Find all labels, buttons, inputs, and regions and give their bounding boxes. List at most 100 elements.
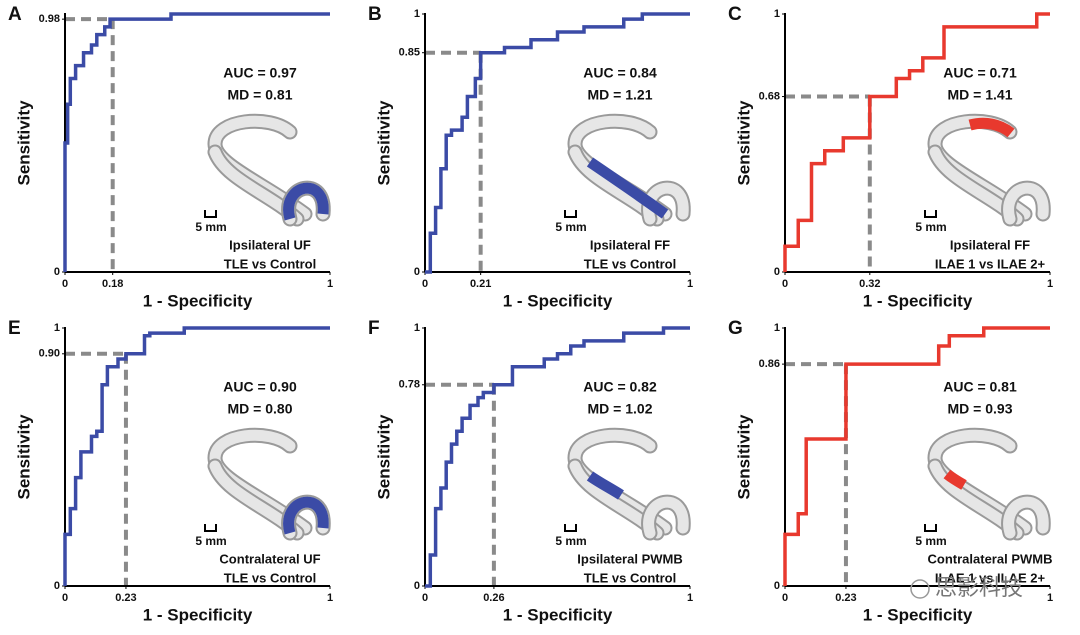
- x-axis-label: 1 - Specificity: [863, 291, 973, 310]
- scale-bar: [564, 524, 577, 532]
- y-tick-label: 1: [774, 8, 780, 20]
- annotation: AUC = 0.81: [943, 379, 1017, 395]
- tract-illustration: [204, 113, 331, 227]
- annotation: AUC = 0.97: [223, 65, 297, 81]
- tract-highlight: [283, 182, 329, 221]
- x-tick-label: 1: [1047, 278, 1053, 290]
- caption: TLE vs Control: [584, 570, 676, 585]
- annotation: MD = 1.21: [588, 87, 653, 103]
- caption: Ipsilateral FF: [950, 237, 1030, 252]
- scale-bar: [204, 524, 217, 532]
- y-axis-label: Sensitivity: [374, 100, 393, 186]
- panel-label: A: [8, 4, 22, 25]
- roc-curve: [425, 12, 690, 274]
- x-tick-label: 1: [1047, 592, 1053, 604]
- x-tick-label: 0: [62, 592, 68, 604]
- x-tick-label: 0: [62, 278, 68, 290]
- tract-body: [1003, 182, 1049, 225]
- x-tick-label: 1: [327, 592, 333, 604]
- y-tick-label: 0: [774, 266, 780, 278]
- panel-label: E: [8, 318, 21, 339]
- y-axis-label: Sensitivity: [734, 100, 753, 186]
- annotation: MD = 1.41: [948, 87, 1013, 103]
- y-tick-label: 0.86: [759, 358, 780, 370]
- y-tick-label: 1: [774, 322, 780, 334]
- caption: ILAE 1 vs ILAE 2+: [935, 256, 1046, 271]
- x-tick-label: 0.23: [835, 592, 856, 604]
- x-axis-label: 1 - Specificity: [143, 605, 253, 624]
- caption: Contralateral PWMB: [928, 551, 1053, 566]
- annotation: AUC = 0.90: [223, 379, 297, 395]
- x-tick-label: 1: [687, 278, 693, 290]
- watermark-icon: [910, 579, 930, 599]
- annotation: MD = 1.02: [588, 401, 653, 417]
- y-tick-label: 0: [54, 266, 60, 278]
- y-tick-label: 1: [414, 322, 420, 334]
- y-tick-label: 0.90: [39, 348, 60, 360]
- scale-bar: [924, 210, 937, 218]
- scale-bar-label: 5 mm: [555, 220, 586, 234]
- y-tick-label: 0: [414, 580, 420, 592]
- y-tick-label: 0: [414, 266, 420, 278]
- tract-highlight: [586, 157, 669, 219]
- y-tick-label: 0.98: [39, 13, 60, 25]
- x-tick-label: 0.26: [483, 592, 504, 604]
- y-tick-label: 1: [54, 322, 60, 334]
- caption: TLE vs Control: [584, 256, 676, 271]
- x-tick-label: 0: [782, 278, 788, 290]
- y-tick-label: 0.78: [399, 379, 420, 391]
- roc-curve: [783, 12, 1050, 272]
- x-tick-label: 0: [422, 592, 428, 604]
- x-tick-label: 0: [782, 592, 788, 604]
- x-tick-label: 1: [687, 592, 693, 604]
- scale-bar: [564, 210, 577, 218]
- annotation: AUC = 0.82: [583, 379, 657, 395]
- x-tick-label: 0.21: [470, 278, 491, 290]
- annotation: MD = 0.81: [228, 87, 293, 103]
- x-axis-label: 1 - Specificity: [143, 291, 253, 310]
- caption: Ipsilateral UF: [229, 237, 311, 252]
- tract-body: [1003, 496, 1049, 539]
- y-tick-label: 0: [54, 580, 60, 592]
- x-tick-label: 0.18: [102, 278, 123, 290]
- caption: TLE vs Control: [224, 256, 316, 271]
- tract-highlight: [943, 469, 967, 490]
- tract-highlight: [283, 496, 329, 535]
- x-axis-label: 1 - Specificity: [863, 605, 973, 624]
- y-axis-label: Sensitivity: [374, 414, 393, 500]
- annotation: MD = 0.93: [948, 401, 1013, 417]
- y-axis-label: Sensitivity: [734, 414, 753, 500]
- caption: TLE vs Control: [224, 570, 316, 585]
- panel-label: G: [728, 318, 743, 339]
- scale-bar-label: 5 mm: [555, 534, 586, 548]
- panel-label: C: [728, 4, 742, 25]
- roc-curve: [63, 326, 330, 586]
- x-tick-label: 1: [327, 278, 333, 290]
- y-tick-label: 0.85: [399, 47, 420, 59]
- roc-curve: [783, 326, 1050, 586]
- y-tick-label: 1: [414, 8, 420, 20]
- caption: Ipsilateral PWMB: [577, 551, 682, 566]
- tract-highlight: [586, 471, 624, 500]
- x-axis-label: 1 - Specificity: [503, 291, 613, 310]
- tract-highlight: [968, 117, 1015, 138]
- tract-illustration: [564, 427, 691, 541]
- panel-label: B: [368, 4, 382, 25]
- scale-bar-label: 5 mm: [195, 220, 226, 234]
- scale-bar: [924, 524, 937, 532]
- annotation: MD = 0.80: [228, 401, 293, 417]
- caption: ILAE 1 vs ILAE 2+: [935, 570, 1046, 585]
- tract-illustration: [924, 113, 1051, 227]
- roc-curve: [63, 12, 330, 272]
- caption: Ipsilateral FF: [590, 237, 670, 252]
- scale-bar-label: 5 mm: [915, 220, 946, 234]
- annotation: AUC = 0.71: [943, 65, 1017, 81]
- x-tick-label: 0.32: [859, 278, 880, 290]
- y-axis-label: Sensitivity: [14, 414, 33, 500]
- scale-bar-label: 5 mm: [915, 534, 946, 548]
- x-axis-label: 1 - Specificity: [503, 605, 613, 624]
- x-tick-label: 0.23: [115, 592, 136, 604]
- x-tick-label: 0: [422, 278, 428, 290]
